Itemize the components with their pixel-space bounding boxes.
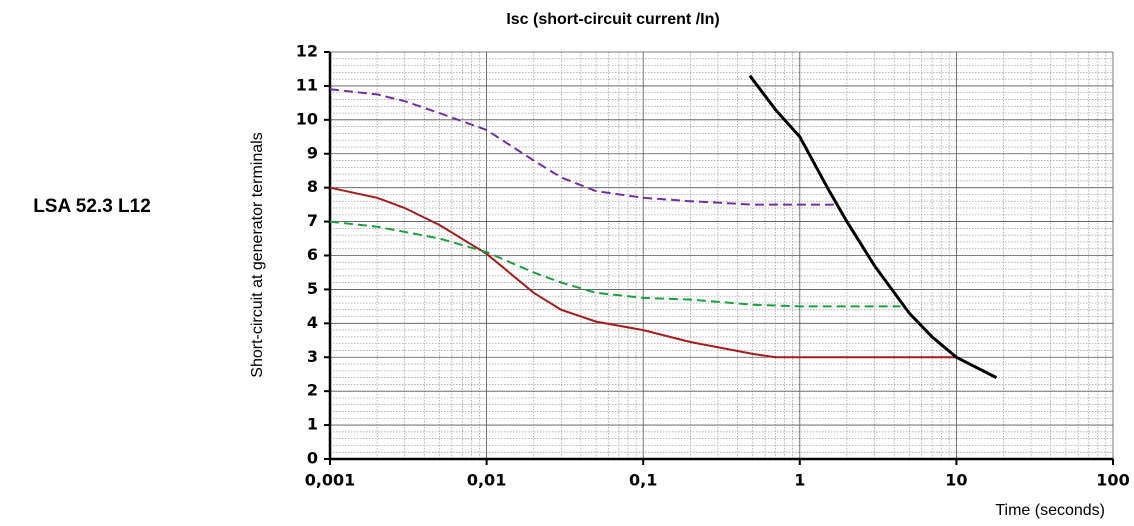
series-line	[748, 74, 998, 379]
x-tick-label: 0,001	[305, 471, 356, 490]
y-tick-label: 9	[307, 143, 318, 162]
y-axis-label: Short-circuit at generator terminals	[249, 132, 266, 377]
y-tick-label: 11	[296, 75, 318, 94]
chart-subtitle: LSA 52.3 L12	[33, 196, 151, 217]
y-tick-label: 2	[307, 381, 318, 400]
series-line	[329, 88, 838, 206]
y-tick-label: 0	[307, 449, 318, 468]
x-axis-label: Time (seconds)	[995, 502, 1105, 519]
x-tick-label: 100	[1096, 471, 1129, 490]
y-tick-label: 4	[307, 313, 318, 332]
x-tick-label: 0,01	[467, 471, 506, 490]
y-tick-label: 7	[307, 211, 318, 230]
series-line	[329, 186, 957, 359]
y-tick-label: 12	[296, 42, 318, 61]
x-tick-label: 0,1	[629, 471, 657, 490]
y-tick-label: 5	[307, 279, 318, 298]
x-tick-label: 1	[794, 471, 805, 490]
y-tick-label: 10	[296, 109, 318, 128]
y-tick-label: 8	[307, 177, 318, 196]
x-tick-label: 10	[945, 471, 967, 490]
y-tick-label: 1	[307, 415, 318, 434]
series-line	[329, 220, 901, 308]
y-tick-label: 6	[307, 245, 318, 264]
chart-title: Isc (short-circuit current /In)	[506, 11, 719, 28]
y-tick-label: 3	[307, 347, 318, 366]
